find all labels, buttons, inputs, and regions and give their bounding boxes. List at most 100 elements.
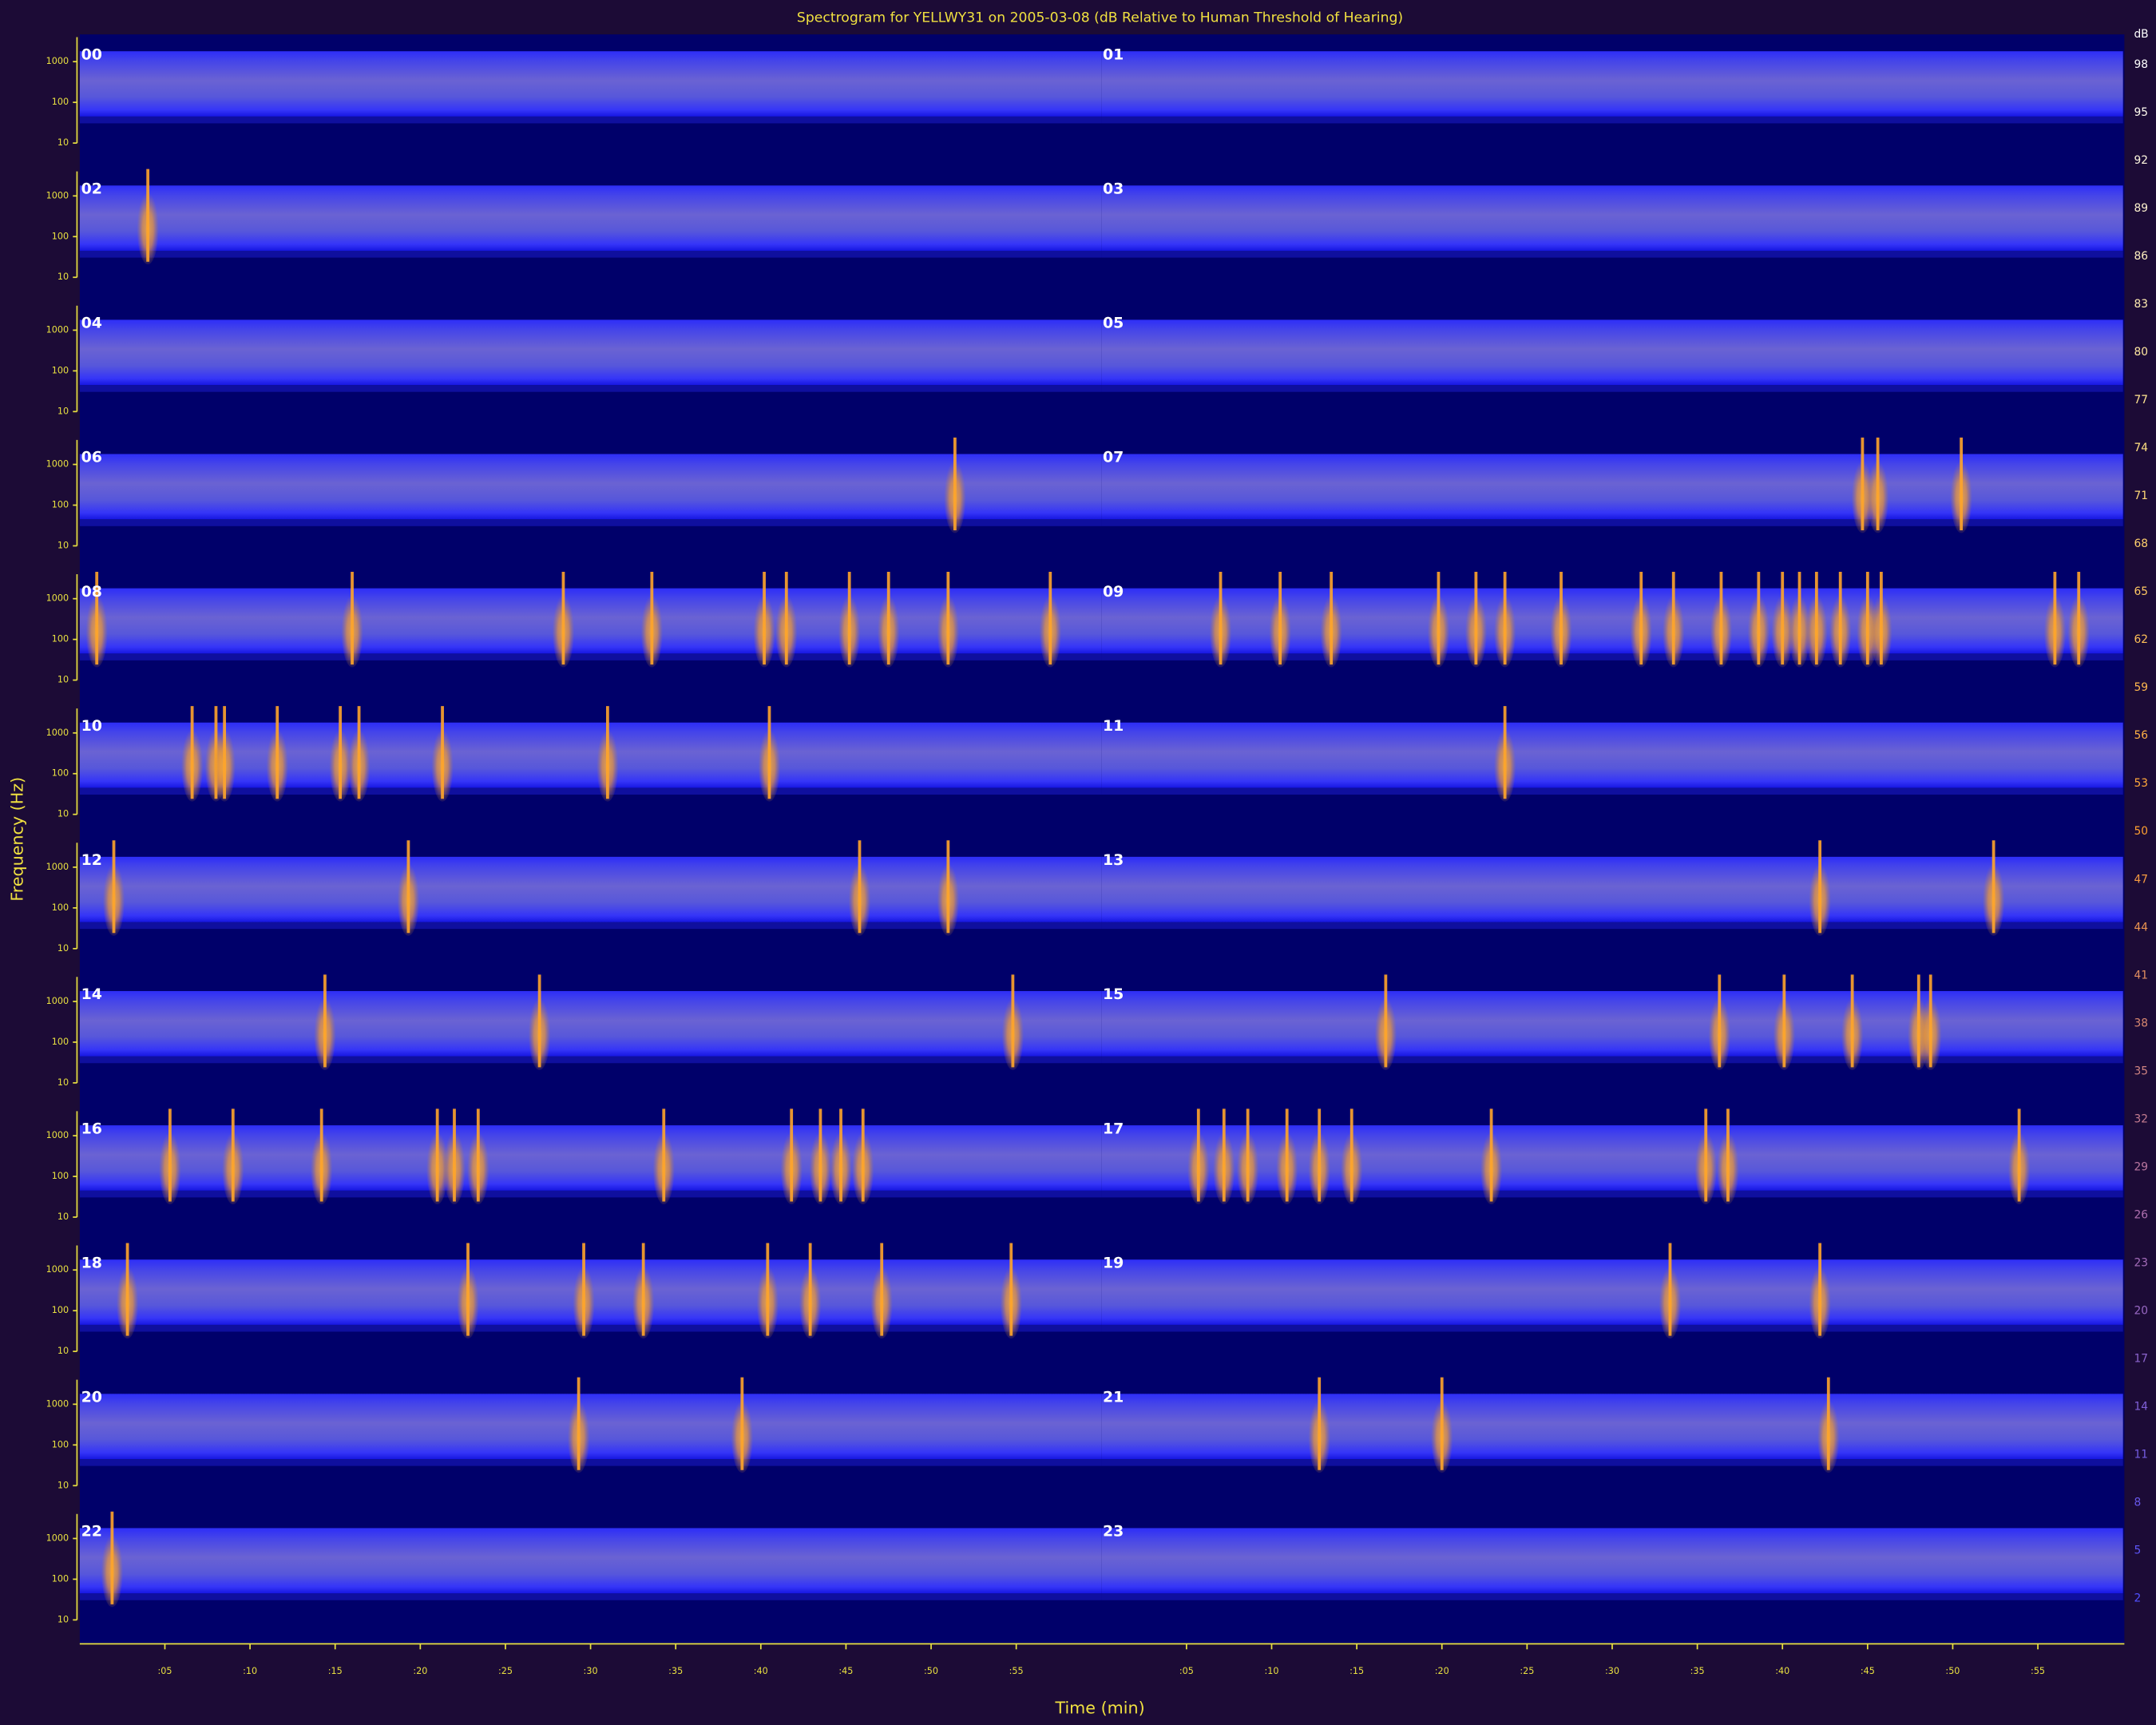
hour-label: 04 <box>81 315 102 332</box>
colorbar-tick-label: 8 <box>2134 1496 2141 1509</box>
sound-event <box>1269 571 1291 668</box>
y-tick-label: 10 <box>57 1346 69 1356</box>
band-shadow <box>79 1056 1102 1064</box>
frequency-band <box>79 1394 1102 1459</box>
sound-event <box>1430 1377 1453 1473</box>
y-tick-label: 1000 <box>46 190 69 200</box>
sound-event <box>314 974 336 1070</box>
hour-label: 18 <box>81 1254 102 1271</box>
sound-event <box>851 1108 874 1204</box>
sound-event <box>1662 571 1685 668</box>
frequency-band <box>1101 1259 2123 1325</box>
y-tick-label: 100 <box>52 97 69 107</box>
sound-event <box>1550 571 1572 668</box>
x-tick-label: :15 <box>1349 1666 1364 1676</box>
sound-event <box>1805 571 1828 668</box>
colorbar-tick-label: 50 <box>2134 825 2148 838</box>
band-shadow <box>1101 1458 2123 1466</box>
y-tick-label: 100 <box>52 231 69 241</box>
x-axis-label: Time (min) <box>1054 1698 1144 1717</box>
sound-event <box>457 1243 479 1339</box>
colorbar-tick-label: 35 <box>2134 1065 2148 1077</box>
sound-event <box>397 840 420 936</box>
frequency-band <box>79 185 1102 251</box>
sound-event <box>1464 571 1488 668</box>
sound-event <box>1308 1108 1330 1204</box>
y-tick-label: 1000 <box>46 459 69 470</box>
sound-event <box>1950 437 1972 533</box>
band-shadow <box>1101 250 2123 258</box>
sound-event <box>1708 974 1731 1070</box>
band-shadow <box>1101 519 2123 526</box>
y-tick-label: 100 <box>52 1439 69 1449</box>
frequency-band <box>79 454 1102 520</box>
colorbar-tick-label: 68 <box>2134 537 2148 550</box>
colorbar-tick-label: 89 <box>2134 202 2148 215</box>
frequency-band <box>1101 1125 2123 1191</box>
hour-label: 02 <box>81 180 102 198</box>
colorbar-tick-label: 80 <box>2134 346 2148 359</box>
frequency-band <box>1101 1394 2123 1459</box>
x-tick-label: :45 <box>838 1666 853 1676</box>
y-tick-label: 10 <box>57 137 69 148</box>
sound-event <box>1340 1108 1363 1204</box>
y-tick-label: 100 <box>52 902 69 913</box>
sound-event <box>632 1243 655 1339</box>
sound-event <box>1841 974 1864 1070</box>
sound-event <box>1630 571 1652 668</box>
colorbar-tick-label: 32 <box>2134 1112 2148 1125</box>
y-tick-label: 100 <box>52 365 69 375</box>
y-tick-label: 1000 <box>46 728 69 738</box>
colorbar-tick-label: 74 <box>2134 442 2148 454</box>
y-tick-label: 10 <box>57 943 69 954</box>
frequency-band <box>79 990 1102 1057</box>
sound-event <box>1809 840 1831 936</box>
colorbar-tick-label: 41 <box>2134 969 2148 981</box>
frequency-band <box>1101 1528 2123 1594</box>
sound-event <box>1694 1108 1718 1204</box>
sound-event <box>266 706 288 802</box>
frequency-band <box>79 51 1102 117</box>
sound-event <box>1493 571 1516 668</box>
hour-label: 21 <box>1103 1389 1124 1406</box>
sound-event <box>731 1377 754 1473</box>
sound-event <box>1659 1243 1682 1339</box>
y-tick-label: 1000 <box>46 56 69 66</box>
hour-label: 09 <box>1103 583 1124 601</box>
hour-label: 05 <box>1103 315 1124 332</box>
y-tick-label: 10 <box>57 1480 69 1490</box>
x-tick-label: :45 <box>1861 1666 1875 1676</box>
band-shadow <box>79 116 1102 124</box>
sound-event <box>443 1108 466 1204</box>
sound-event <box>467 1108 489 1204</box>
y-tick-label: 10 <box>57 540 69 550</box>
sound-event <box>1788 571 1811 668</box>
colorbar-tick-label: 38 <box>2134 1017 2148 1029</box>
sound-event <box>1982 840 2005 936</box>
colorbar-tick-label: 77 <box>2134 394 2148 406</box>
y-tick-label: 10 <box>57 406 69 416</box>
frequency-band <box>1101 185 2123 251</box>
frequency-band <box>1101 722 2123 788</box>
sound-event <box>1308 1377 1330 1473</box>
band-shadow <box>79 1593 1102 1600</box>
sound-event <box>830 1108 852 1204</box>
colorbar-tick-label: 11 <box>2134 1448 2148 1461</box>
sound-event <box>2007 1108 2031 1204</box>
sound-event <box>159 1108 181 1204</box>
sound-event <box>780 1108 803 1204</box>
colorbar-tick-label: 26 <box>2134 1208 2148 1221</box>
sound-event <box>1374 974 1397 1070</box>
hour-label: 22 <box>81 1523 102 1541</box>
colorbar-tick-label: 17 <box>2134 1352 2148 1365</box>
sound-event <box>1187 1108 1210 1204</box>
frequency-band <box>79 319 1102 386</box>
sound-event <box>341 571 363 668</box>
colorbar-tick-label: 20 <box>2134 1304 2148 1317</box>
hour-label: 19 <box>1103 1254 1124 1271</box>
sound-event <box>1717 1108 1739 1204</box>
hour-label: 01 <box>1103 46 1124 63</box>
sound-event <box>870 1243 893 1339</box>
hour-label: 11 <box>1103 717 1124 735</box>
